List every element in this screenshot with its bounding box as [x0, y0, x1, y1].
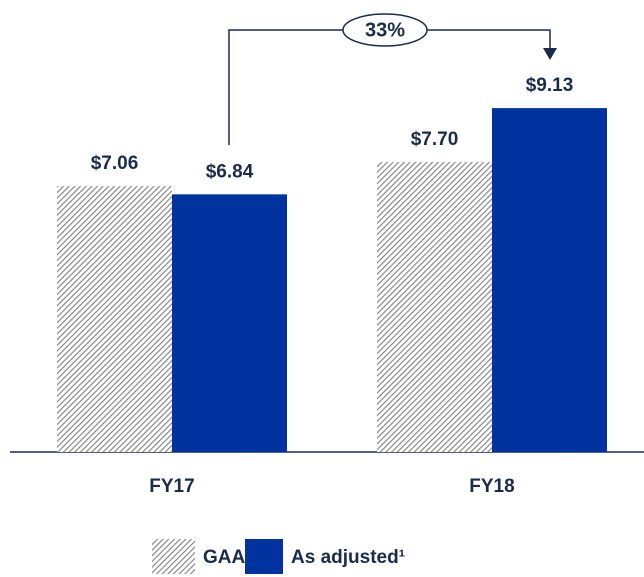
legend-swatch — [152, 539, 195, 574]
x-tick-label: FY18 — [469, 476, 514, 497]
value-label: $7.06 — [91, 153, 139, 174]
bar — [57, 186, 172, 452]
value-label: $7.70 — [411, 129, 459, 150]
value-label: $6.84 — [206, 161, 254, 182]
legend-label: As adjusted¹ — [291, 547, 405, 568]
bar — [172, 194, 287, 453]
bar — [377, 161, 492, 452]
bar — [492, 108, 607, 452]
legend-label: GAAP — [203, 547, 258, 568]
growth-bracket — [228, 13, 557, 145]
value-label: $9.13 — [526, 75, 574, 96]
x-tick-label: FY17 — [149, 476, 194, 497]
growth-label: 33% — [365, 19, 405, 41]
legend-swatch — [245, 539, 283, 574]
